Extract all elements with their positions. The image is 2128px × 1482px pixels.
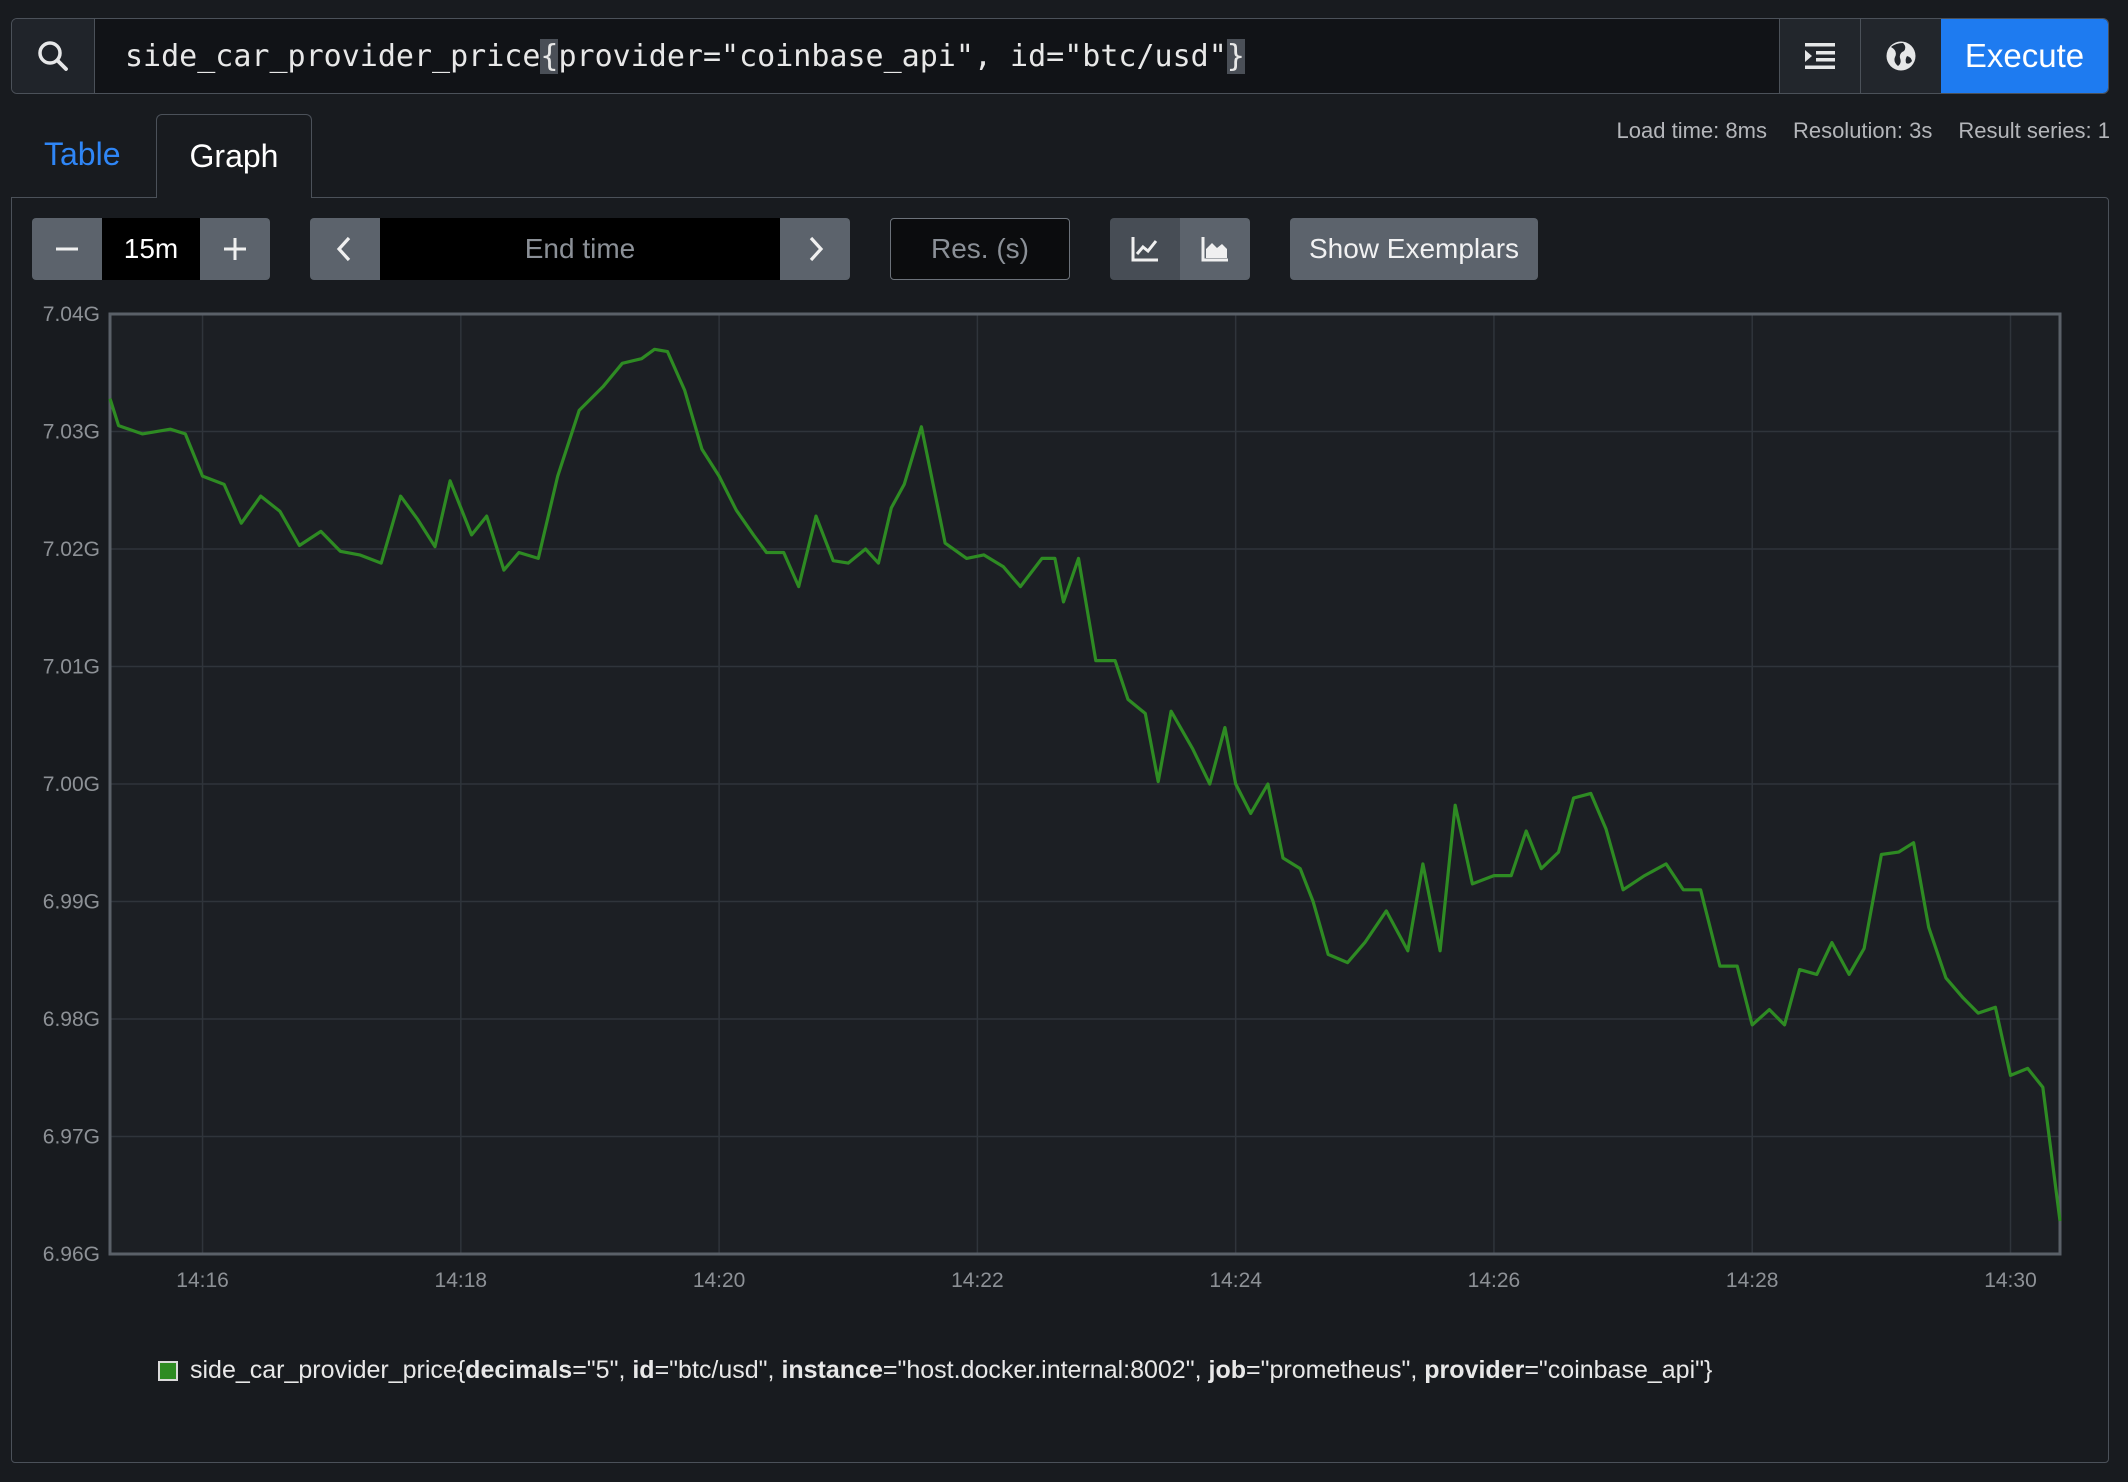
legend-open-brace: { [456,1356,466,1384]
tab-table[interactable]: Table [44,136,121,172]
x-tick-label: 14:24 [1209,1269,1262,1292]
result-series-stat: Result series: 1 [1958,118,2110,143]
y-tick-label: 6.97G [43,1126,100,1149]
query-metric: side_car_provider_price [125,38,541,74]
tab-graph[interactable]: Graph [156,114,312,198]
previous-time-button[interactable] [310,218,380,280]
plot-border [108,312,2062,1256]
plus-icon [224,238,246,260]
x-tick-label: 14:18 [435,1269,488,1292]
legend-separator: , [1410,1356,1425,1384]
end-time-input[interactable]: End time [380,218,780,280]
expression-input[interactable]: side_car_provider_price{provider="coinba… [95,19,1779,93]
y-tick-label: 7.02G [43,538,100,561]
chevron-right-icon [809,236,824,262]
legend-metric[interactable]: side_car_provider_price [190,1356,457,1384]
next-time-button[interactable] [780,218,850,280]
query-open-brace: { [540,38,559,74]
legend-label-value: ="5" [572,1356,619,1384]
legend-separator: , [767,1356,782,1384]
resolution-input[interactable]: Res. (s) [890,218,1070,280]
line-chart-icon [1131,237,1158,262]
execute-button[interactable]: Execute [1941,19,2108,93]
legend-label-key: id [632,1356,655,1384]
y-tick-label: 7.00G [43,773,100,796]
legend-label-value: ="prometheus" [1246,1356,1411,1384]
query-labels: provider="coinbase_api", id="btc/usd" [558,38,1227,74]
legend-label-key: instance [781,1356,883,1384]
stacked-chart-button[interactable] [1180,218,1250,280]
legend-label-key: job [1208,1356,1247,1384]
minus-icon [56,247,78,251]
y-tick-label: 7.01G [43,656,100,679]
chart-type-toggle [1110,218,1250,280]
range-control: 15m [32,218,270,280]
graph-panel [11,197,2109,1463]
end-time-control: End time [310,218,850,280]
legend-label-value: ="coinbase_api" [1524,1356,1704,1384]
query-stats: Load time: 8ms Resolution: 3s Result ser… [1617,118,2110,144]
metrics-explorer-button[interactable] [1860,19,1941,93]
y-tick-label: 6.99G [43,891,100,914]
decrease-range-button[interactable] [32,218,102,280]
legend: side_car_provider_price{ decimals ="5", i… [158,1356,1712,1385]
format-indent-icon [1805,43,1835,69]
range-input[interactable]: 15m [102,218,200,280]
globe-icon [1886,41,1916,71]
show-exemplars-button[interactable]: Show Exemplars [1290,218,1538,280]
y-tick-label: 7.04G [43,303,100,326]
x-tick-label: 14:28 [1726,1269,1779,1292]
x-tick-label: 14:16 [176,1269,229,1292]
legend-separator: , [618,1356,633,1384]
line-chart-button[interactable] [1110,218,1180,280]
legend-separator: , [1194,1356,1209,1384]
x-tick-label: 14:26 [1468,1269,1521,1292]
load-time: Load time: 8ms [1616,118,1767,143]
x-tick-label: 14:20 [693,1269,746,1292]
search-icon [12,19,95,93]
x-tick-label: 14:30 [1984,1269,2037,1292]
expression-bar: side_car_provider_price{provider="coinba… [11,18,2109,94]
increase-range-button[interactable] [200,218,270,280]
legend-close-brace: } [1704,1356,1713,1384]
x-tick-label: 14:22 [951,1269,1004,1292]
legend-label-value: ="btc/usd" [654,1356,768,1384]
legend-label-value: ="host.docker.internal:8002" [882,1356,1195,1384]
legend-label-key: decimals [465,1356,573,1384]
query-close-brace: } [1226,38,1245,74]
y-tick-label: 6.96G [43,1243,100,1266]
y-tick-label: 7.03G [43,421,100,444]
legend-label-key: provider [1424,1356,1525,1384]
legend-swatch[interactable] [158,1360,178,1381]
series-line[interactable] [108,347,2062,1222]
y-tick-label: 6.98G [43,1008,100,1031]
resolution-stat: Resolution: 3s [1792,118,1933,143]
area-chart-icon [1201,237,1228,262]
format-expression-button[interactable] [1779,19,1860,93]
graph-chart: 7.04G 7.03G 7.02G 7.01G 7.00G 6.99G 6.98G 6.97G… [43,303,2062,1292]
chevron-left-icon [336,236,351,262]
